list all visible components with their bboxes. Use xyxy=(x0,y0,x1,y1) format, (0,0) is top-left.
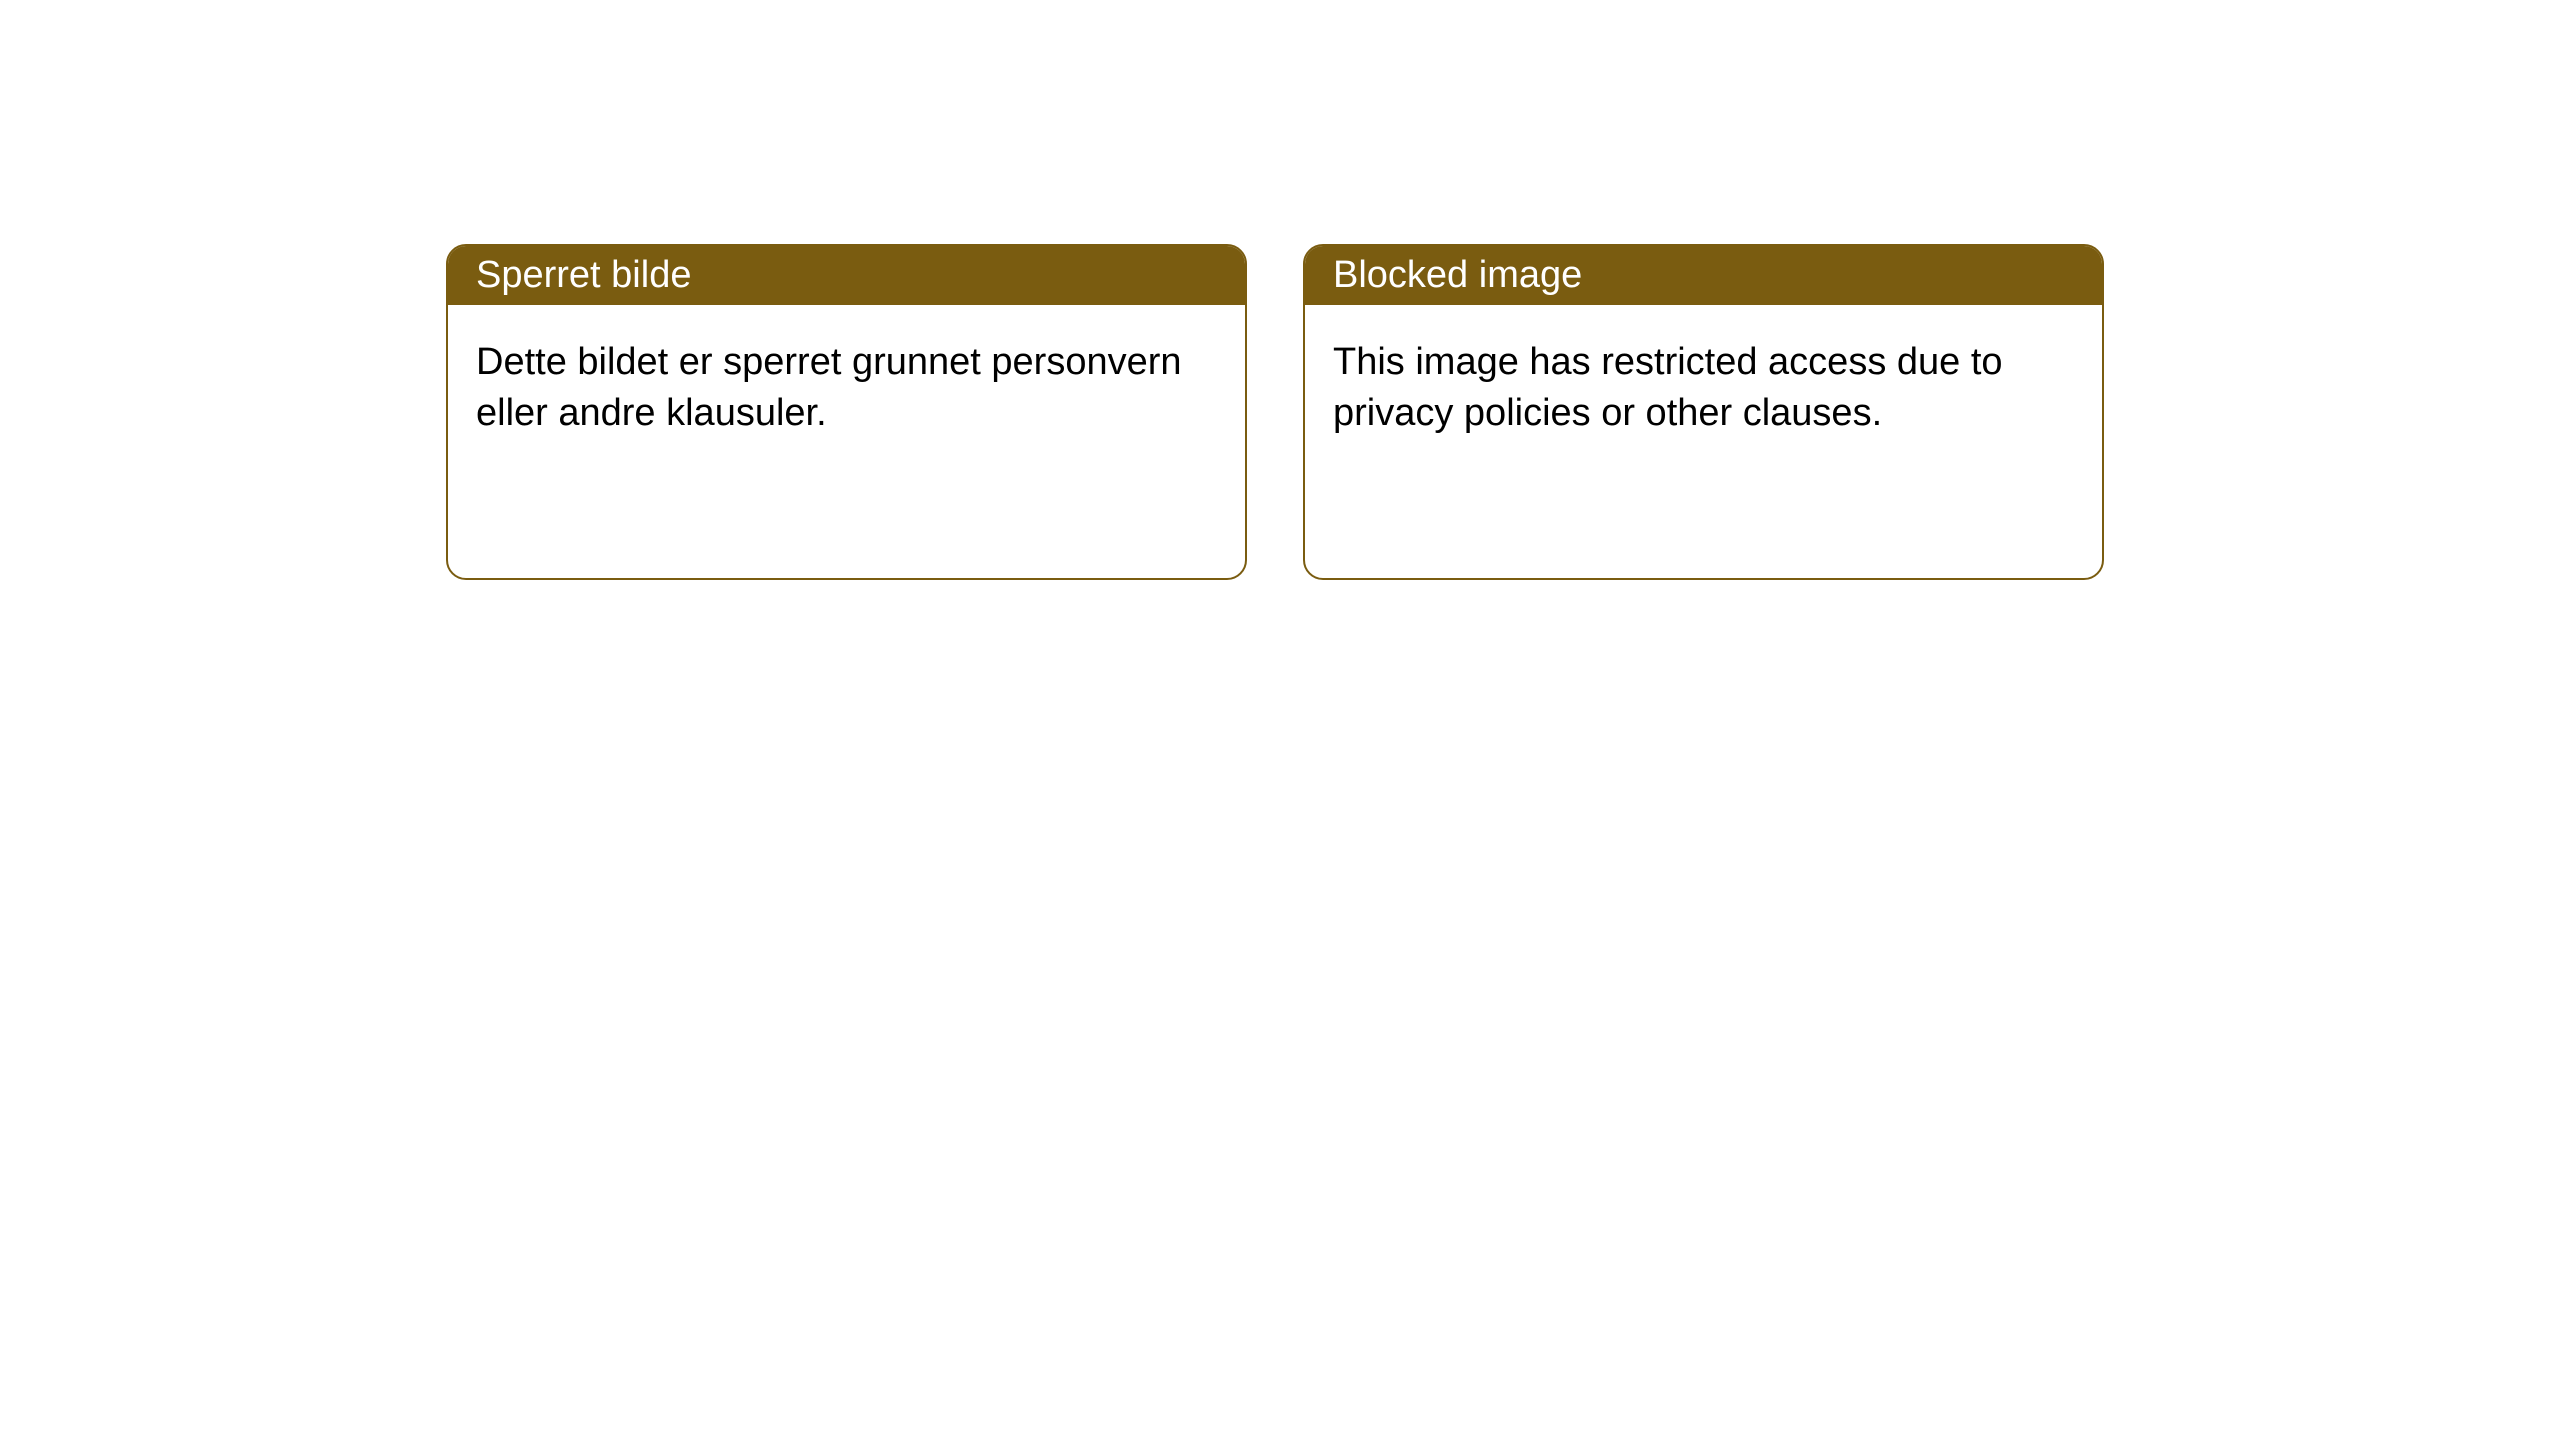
blocked-image-card-no: Sperret bilde Dette bildet er sperret gr… xyxy=(446,244,1247,580)
card-body-no: Dette bildet er sperret grunnet personve… xyxy=(448,305,1245,472)
blocked-image-card-en: Blocked image This image has restricted … xyxy=(1303,244,2104,580)
cards-container: Sperret bilde Dette bildet er sperret gr… xyxy=(0,0,2560,580)
card-header-no: Sperret bilde xyxy=(448,246,1245,305)
card-header-en: Blocked image xyxy=(1305,246,2102,305)
card-body-en: This image has restricted access due to … xyxy=(1305,305,2102,472)
